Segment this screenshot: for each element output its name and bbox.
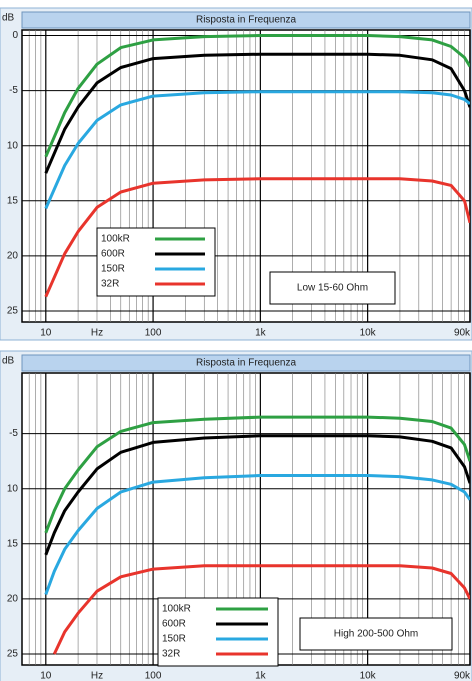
x-tick-label: 1k [255,671,267,681]
legend-label: 600R [162,619,186,630]
annotation-box [299,617,453,651]
y-tick-label: 25 [7,306,19,317]
x-tick-label: 1k [255,328,267,339]
annotation-box [269,271,396,305]
series-line [44,415,470,534]
y-tick-label: 10 [7,483,19,494]
legend-label: 150R [101,264,125,275]
x-unit-label: Hz [91,328,103,339]
series-line [44,90,470,210]
y-tick-label: 10 [7,140,19,151]
series-line [44,177,470,298]
legend-label: 32R [101,279,119,290]
y-tick-label: -5 [9,428,18,439]
y-tick-label: 25 [7,649,19,660]
y-tick-label: 15 [7,195,19,206]
legend-label: 100kR [162,604,191,615]
y-tick-label: 15 [7,538,19,549]
legend-label: 100kR [101,234,130,245]
series-line [52,564,470,655]
chart-title: Risposta in Frequenza [196,358,296,369]
x-tick-label: 10 [40,671,52,681]
title-bar [21,11,471,29]
annotation: Low 15-60 Ohm [297,283,368,294]
title-bar [21,354,471,372]
x-tick-label: 90k [454,328,471,339]
annotation: High 200-500 Ohm [334,629,419,640]
x-tick-label: 10k [360,671,377,681]
y-tick-label: 20 [7,594,19,605]
series-line [44,34,470,158]
x-tick-label: 100 [145,328,162,339]
y-tick-label: 0 [12,30,18,41]
legend-label: 150R [162,634,186,645]
x-tick-label: 90k [454,671,471,681]
x-tick-label: 10 [40,328,52,339]
series-line [44,474,470,596]
y-axis-label: dB [2,356,15,367]
legend-label: 600R [101,249,125,260]
series-line [44,52,470,174]
chart-title: Risposta in Frequenza [196,15,296,26]
x-unit-label: Hz [91,671,103,681]
y-axis-label: dB [2,13,15,24]
x-tick-label: 100 [145,671,162,681]
y-tick-label: -5 [9,85,18,96]
series-line [44,434,470,556]
y-tick-label: 20 [7,251,19,262]
legend-label: 32R [162,649,180,660]
x-tick-label: 10k [360,328,377,339]
